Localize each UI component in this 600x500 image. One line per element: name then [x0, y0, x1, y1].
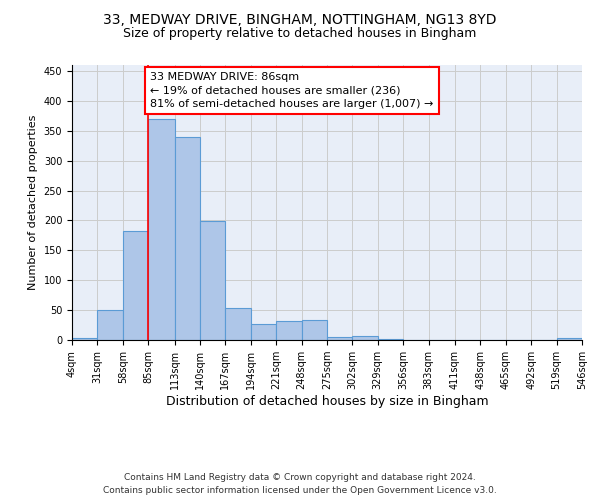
Bar	[148, 119, 175, 340]
Bar	[557, 338, 582, 340]
Bar	[123, 231, 148, 340]
Bar	[378, 339, 403, 340]
Bar	[251, 324, 276, 340]
X-axis label: Distribution of detached houses by size in Bingham: Distribution of detached houses by size …	[166, 395, 488, 408]
Bar	[226, 308, 251, 340]
Text: 33 MEDWAY DRIVE: 86sqm
← 19% of detached houses are smaller (236)
81% of semi-de: 33 MEDWAY DRIVE: 86sqm ← 19% of detached…	[150, 72, 433, 108]
Bar	[175, 136, 200, 340]
Bar	[352, 336, 378, 340]
Text: Size of property relative to detached houses in Bingham: Size of property relative to detached ho…	[124, 28, 476, 40]
Bar	[200, 221, 226, 340]
Bar	[327, 337, 352, 340]
Y-axis label: Number of detached properties: Number of detached properties	[28, 115, 38, 290]
Bar	[276, 321, 302, 340]
Text: Contains HM Land Registry data © Crown copyright and database right 2024.
Contai: Contains HM Land Registry data © Crown c…	[103, 474, 497, 495]
Bar	[302, 320, 327, 340]
Bar	[72, 338, 97, 340]
Bar	[97, 310, 123, 340]
Text: 33, MEDWAY DRIVE, BINGHAM, NOTTINGHAM, NG13 8YD: 33, MEDWAY DRIVE, BINGHAM, NOTTINGHAM, N…	[103, 12, 497, 26]
